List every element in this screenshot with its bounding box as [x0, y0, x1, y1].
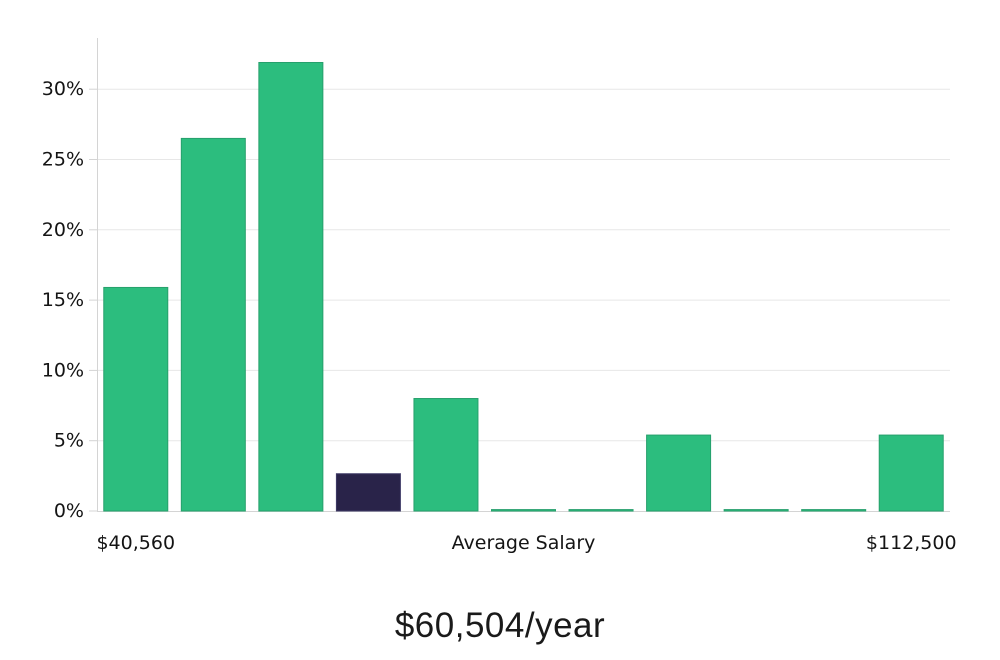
bar-average-salary-highlight [335, 473, 401, 512]
bar [723, 509, 789, 512]
y-tick-label: 0% [54, 500, 84, 522]
bar [491, 509, 556, 512]
bar [180, 137, 246, 512]
x-tick-label: $112,500 [866, 532, 957, 554]
bar [646, 434, 712, 512]
salary-distribution-bar-chart: 0% 5% 10% 15% 20% 25% 30% $40,560 Average Salary… [42, 38, 957, 554]
y-tick-label: 5% [54, 430, 84, 452]
bar [258, 61, 324, 512]
bar [413, 398, 479, 512]
average-salary-title: $60,504/year [394, 606, 606, 645]
y-tick-label: 25% [42, 149, 84, 171]
bar [103, 286, 169, 512]
bar [568, 509, 634, 512]
y-tick-label: 30% [42, 78, 84, 100]
bar [878, 434, 944, 512]
y-tick-label: 20% [42, 219, 84, 241]
y-tick-label: 10% [42, 359, 84, 381]
y-tick-label: 15% [42, 289, 84, 311]
x-tick-label: $40,560 [96, 532, 175, 554]
x-tick-label: Average Salary [452, 532, 596, 554]
bar [801, 509, 867, 512]
